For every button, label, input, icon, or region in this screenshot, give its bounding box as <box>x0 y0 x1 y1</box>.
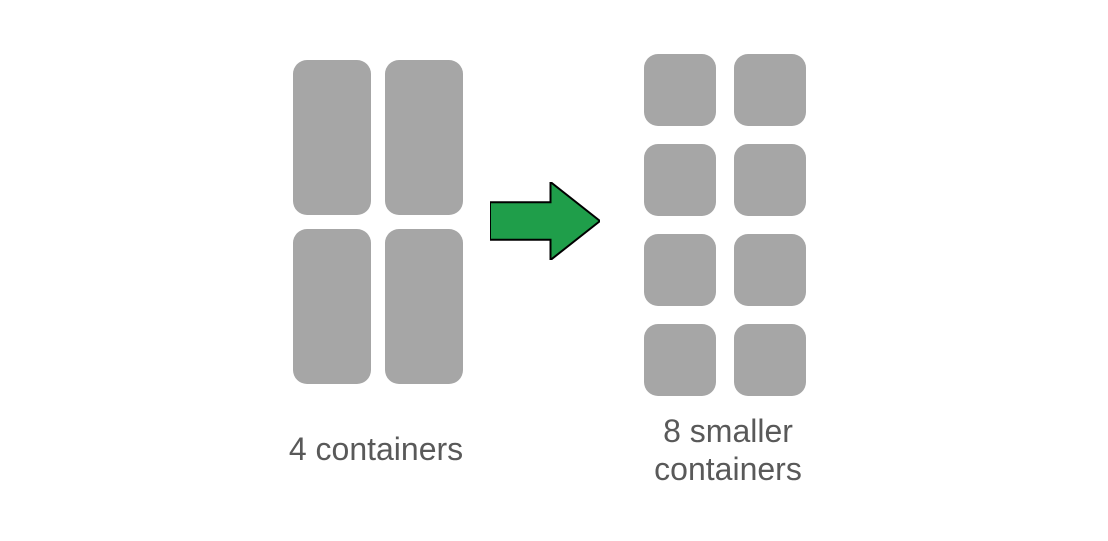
left-caption: 4 containers <box>246 430 506 468</box>
left-container-3 <box>293 229 371 384</box>
right-container-2 <box>734 54 806 126</box>
right-container-3 <box>644 144 716 216</box>
right-container-7 <box>644 324 716 396</box>
right-container-8 <box>734 324 806 396</box>
right-container-5 <box>644 234 716 306</box>
left-container-4 <box>385 229 463 384</box>
arrow-right-icon <box>490 182 600 260</box>
diagram-stage: 4 containers 8 smaller containers <box>0 0 1108 541</box>
left-container-1 <box>293 60 371 215</box>
right-container-1 <box>644 54 716 126</box>
left-container-2 <box>385 60 463 215</box>
right-caption: 8 smaller containers <box>598 412 858 489</box>
right-container-4 <box>734 144 806 216</box>
right-container-6 <box>734 234 806 306</box>
arrow-right <box>490 182 600 260</box>
